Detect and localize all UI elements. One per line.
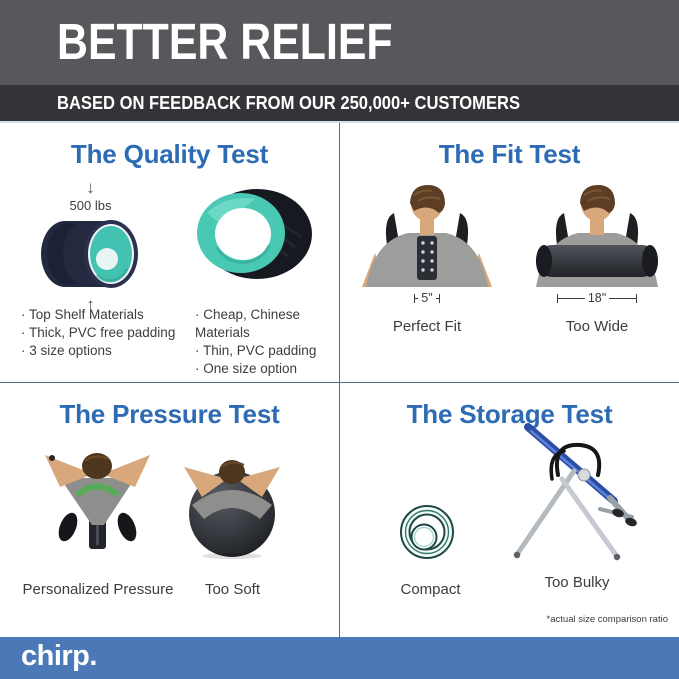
too-wide-photo xyxy=(536,185,658,287)
personalized-pressure-caption: Personalized Pressure xyxy=(22,581,174,598)
cheap-bullet-list: · Cheap, Chinese Materials · Thin, PVC p… xyxy=(195,306,339,378)
personalized-pressure-photo xyxy=(45,453,150,549)
chirp-wheel-column: ↓ 500 lbs ↑ xyxy=(18,179,163,313)
pressure-test-title: The Pressure Test xyxy=(59,399,280,429)
chirp-bullet-list: · Top Shelf Materials · Thick, PVC free … xyxy=(21,306,175,360)
chirp-wheel-image xyxy=(40,220,138,288)
width-measure-18in: 18" xyxy=(556,291,638,305)
cheap-wheel-column xyxy=(178,187,323,286)
bullet-item: · One size option xyxy=(195,361,298,376)
weight-capacity-label: 500 lbs xyxy=(69,198,112,213)
bullet-item: · 3 size options xyxy=(21,343,112,358)
ball-pressure-column xyxy=(172,447,292,564)
page-title: BETTER RELIEF xyxy=(57,13,393,70)
bullet-item: · Cheap, Chinese Materials xyxy=(195,307,301,340)
too-soft-caption: Too Soft xyxy=(204,581,261,598)
width-measure-5in: 5" xyxy=(414,291,440,305)
bullet-item: · Top Shelf Materials xyxy=(21,307,144,322)
inversion-table-column xyxy=(498,421,648,574)
fit-test-panel: The Fit Test xyxy=(340,123,679,382)
inversion-table-image xyxy=(513,423,637,561)
header-bar: BETTER RELIEF xyxy=(0,0,679,85)
storage-test-panel: The Storage Test xyxy=(340,383,679,637)
compact-wheels-column xyxy=(396,503,460,570)
quality-test-title: The Quality Test xyxy=(70,139,269,169)
too-bulky-caption: Too Bulky xyxy=(544,574,610,591)
comparison-grid: The Quality Test ↓ 500 lbs ↑ xyxy=(0,121,679,637)
cheap-wheel-image xyxy=(196,189,312,279)
bullet-item: · Thin, PVC padding xyxy=(195,343,317,358)
nested-wheels-image xyxy=(400,505,454,559)
too-wide-caption: Too Wide xyxy=(565,318,629,335)
perfect-fit-column: 5" Perfect Fit xyxy=(352,181,502,335)
perfect-fit-caption: Perfect Fit xyxy=(392,318,462,335)
feedback-banner: BASED ON FEEDBACK FROM OUR 250,000+ CUST… xyxy=(0,85,679,121)
compact-caption: Compact xyxy=(400,581,461,598)
feedback-banner-text: BASED ON FEEDBACK FROM OUR 250,000+ CUST… xyxy=(57,93,521,113)
arrow-up-icon: ↑ xyxy=(86,295,95,314)
vertical-divider xyxy=(339,123,340,637)
chirp-logo: chirp. xyxy=(21,640,97,672)
horizontal-divider xyxy=(0,382,679,383)
pressure-test-panel: The Pressure Test xyxy=(0,383,339,637)
fit-test-title: The Fit Test xyxy=(438,139,581,169)
measure-value: 18" xyxy=(587,291,607,305)
size-ratio-footnote: *actual size comparison ratio xyxy=(546,614,668,625)
perfect-fit-photo xyxy=(362,185,492,287)
measure-value: 5" xyxy=(421,291,433,305)
storage-test-title: The Storage Test xyxy=(406,399,613,429)
footer-bar: chirp. xyxy=(0,637,679,679)
too-wide-column: 18" Too Wide xyxy=(522,181,672,335)
quality-test-panel: The Quality Test ↓ 500 lbs ↑ xyxy=(0,123,339,382)
bullet-item: · Thick, PVC free padding xyxy=(21,325,176,340)
arrow-down-icon: ↓ xyxy=(86,178,95,197)
chirp-pressure-column xyxy=(35,443,160,563)
too-soft-photo xyxy=(184,460,280,559)
